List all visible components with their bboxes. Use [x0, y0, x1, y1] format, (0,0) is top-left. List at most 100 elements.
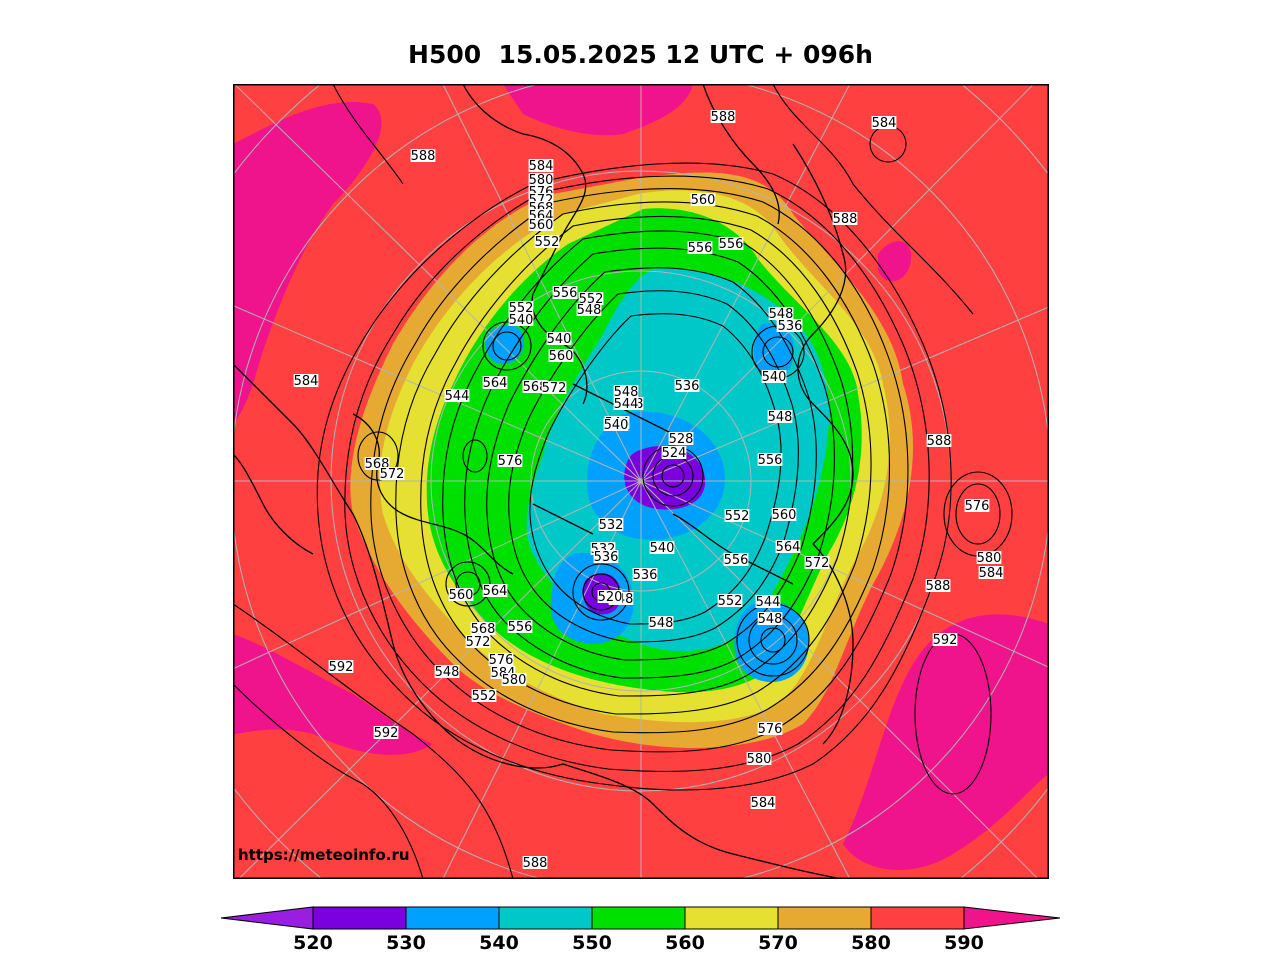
contour-label: 592 [933, 633, 958, 648]
contour-label-group: 5845805765725685645605525885885885845605… [294, 110, 1004, 871]
svg-text:540: 540 [509, 313, 534, 328]
field-above-590-east [843, 614, 1049, 871]
svg-text:560: 560 [549, 349, 574, 364]
svg-text:560: 560 [449, 588, 474, 603]
colorbar-tick-label: 530 [386, 932, 426, 954]
svg-text:580: 580 [977, 551, 1002, 566]
svg-text:592: 592 [329, 660, 354, 675]
contour-label: 588 [833, 212, 858, 227]
svg-text:560: 560 [529, 218, 554, 233]
svg-text:556: 556 [758, 453, 783, 468]
svg-text:536: 536 [594, 550, 619, 565]
contour-label: 560 [449, 588, 474, 603]
colorbar-swatch [591, 906, 686, 930]
svg-text:540: 540 [547, 332, 572, 347]
contour-label: 560 [691, 193, 716, 208]
field-530-540-northwest [485, 325, 524, 365]
contour-label: 544 [445, 389, 470, 404]
svg-text:588: 588 [926, 579, 951, 594]
field-above-590-west [233, 634, 433, 755]
svg-text:540: 540 [650, 541, 675, 556]
contour-label: 588 [926, 579, 951, 594]
contour-label: 592 [329, 660, 354, 675]
contour-label: 564 [483, 376, 507, 391]
contour-label: 536 [778, 319, 802, 334]
svg-text:592: 592 [933, 633, 958, 648]
contour-label: 572 [542, 381, 566, 396]
svg-text:552: 552 [472, 689, 497, 704]
contour-label: 584 [294, 374, 318, 389]
svg-text:588: 588 [411, 149, 436, 164]
contour-label: 548 [614, 385, 638, 400]
colorbar-arrow-high [963, 906, 1061, 930]
svg-text:576: 576 [965, 499, 990, 514]
svg-text:548: 548 [768, 410, 793, 425]
contour-label: 576 [489, 653, 513, 668]
svg-text:568: 568 [523, 380, 548, 395]
svg-text:556: 556 [724, 553, 749, 568]
svg-text:580: 580 [502, 673, 527, 688]
contour-label: 564 [776, 540, 801, 555]
svg-text:536: 536 [633, 568, 658, 583]
chart-title: H500 15.05.2025 12 UTC + 096h [408, 40, 873, 69]
colorbar-swatch [405, 906, 500, 930]
svg-text:544: 544 [445, 389, 470, 404]
contour-label: 548 [768, 410, 793, 425]
contour-label: 532 [599, 518, 624, 533]
svg-text:576: 576 [758, 722, 783, 737]
colorbar-swatch [777, 906, 872, 930]
contour-label: 544 [756, 595, 781, 610]
contour-label: 548 [435, 665, 459, 680]
contour-label: 568 [471, 622, 495, 637]
svg-text:528: 528 [669, 432, 694, 447]
svg-text:552: 552 [535, 235, 560, 250]
svg-text:588: 588 [833, 212, 858, 227]
svg-text:564: 564 [776, 540, 801, 555]
contour-label: 560 [549, 349, 574, 364]
svg-text:544: 544 [756, 595, 781, 610]
contour-label: 556 [553, 286, 577, 301]
contour-label: 536 [633, 568, 658, 583]
contour-label: 540 [547, 332, 572, 347]
svg-text:560: 560 [691, 193, 716, 208]
contour-label: 548 [769, 307, 793, 322]
svg-text:588: 588 [523, 856, 548, 871]
contour-label: 548 [649, 616, 673, 631]
colorbar-swatch [684, 906, 779, 930]
svg-text:544: 544 [614, 397, 639, 412]
contour-label: 560 [529, 218, 554, 233]
svg-text:556: 556 [719, 237, 744, 252]
svg-text:536: 536 [675, 379, 700, 394]
svg-text:584: 584 [979, 566, 1004, 581]
svg-text:560: 560 [772, 508, 797, 523]
contour-label: 540 [604, 418, 628, 433]
contour-label: 580 [977, 551, 1002, 566]
contour-label: 540 [762, 370, 786, 385]
contour-label: 588 [411, 149, 436, 164]
contour-label: 552 [509, 301, 533, 316]
contour-label: 524 [662, 446, 686, 461]
contour-label: 552 [718, 594, 742, 609]
contour-label: 536 [675, 379, 700, 394]
svg-text:584: 584 [529, 159, 554, 174]
colorbar-tick-label: 590 [944, 932, 984, 954]
contour-label: 520 [598, 590, 622, 605]
colorbar-swatch [498, 906, 593, 930]
contour-label: 552 [725, 509, 749, 524]
contour-label: 576 [965, 499, 990, 514]
svg-text:588: 588 [711, 110, 736, 125]
geopotential-map: 5845805765725685645605525885885885845605… [233, 84, 1049, 879]
colorbar-tick-label: 580 [851, 932, 891, 954]
colorbar-tick-label: 570 [758, 932, 798, 954]
contour-label: 560 [772, 508, 797, 523]
svg-text:532: 532 [599, 518, 624, 533]
colorbar-arrow-low [220, 906, 314, 930]
svg-text:592: 592 [374, 726, 399, 741]
svg-text:584: 584 [872, 116, 897, 131]
graticule [233, 84, 1049, 879]
svg-text:588: 588 [927, 434, 952, 449]
contour-label: 540 [509, 313, 534, 328]
colorbar-tick-label: 540 [479, 932, 519, 954]
colorbar-swatch [870, 906, 965, 930]
coastlines [233, 84, 854, 879]
